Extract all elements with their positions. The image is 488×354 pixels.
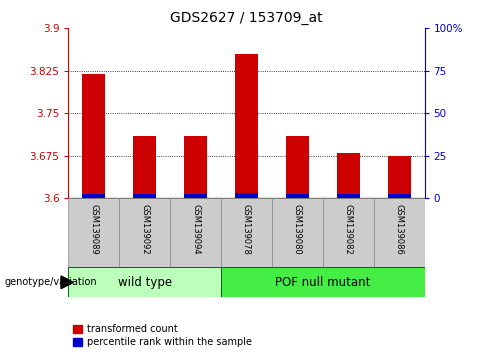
Bar: [286, 136, 309, 198]
Text: GSM139092: GSM139092: [140, 204, 149, 255]
Bar: [272, 198, 323, 267]
Title: GDS2627 / 153709_at: GDS2627 / 153709_at: [170, 11, 323, 24]
Text: GSM139086: GSM139086: [395, 204, 404, 255]
Text: GSM139080: GSM139080: [293, 204, 302, 255]
Bar: [119, 198, 170, 267]
Bar: [235, 193, 258, 198]
Bar: [221, 198, 272, 267]
Legend: transformed count, percentile rank within the sample: transformed count, percentile rank withi…: [73, 325, 252, 347]
Text: GSM139094: GSM139094: [191, 204, 200, 255]
Bar: [170, 198, 221, 267]
Bar: [184, 194, 207, 198]
Bar: [337, 153, 360, 198]
Bar: [184, 136, 207, 198]
Bar: [286, 194, 309, 198]
Bar: [387, 194, 410, 198]
Bar: [133, 136, 156, 198]
Text: POF null mutant: POF null mutant: [275, 276, 370, 289]
Bar: [374, 198, 425, 267]
Bar: [323, 198, 374, 267]
Bar: [68, 198, 119, 267]
Text: GSM139078: GSM139078: [242, 204, 251, 255]
Bar: [133, 194, 156, 198]
Bar: [82, 74, 105, 198]
Text: GSM139089: GSM139089: [89, 204, 98, 255]
Bar: [235, 54, 258, 198]
Bar: [337, 194, 360, 198]
Bar: [82, 194, 105, 198]
Text: GSM139082: GSM139082: [344, 204, 353, 255]
Bar: [221, 267, 425, 297]
Text: wild type: wild type: [118, 276, 172, 289]
Text: genotype/variation: genotype/variation: [5, 277, 98, 287]
Bar: [387, 156, 410, 198]
Bar: [68, 267, 221, 297]
